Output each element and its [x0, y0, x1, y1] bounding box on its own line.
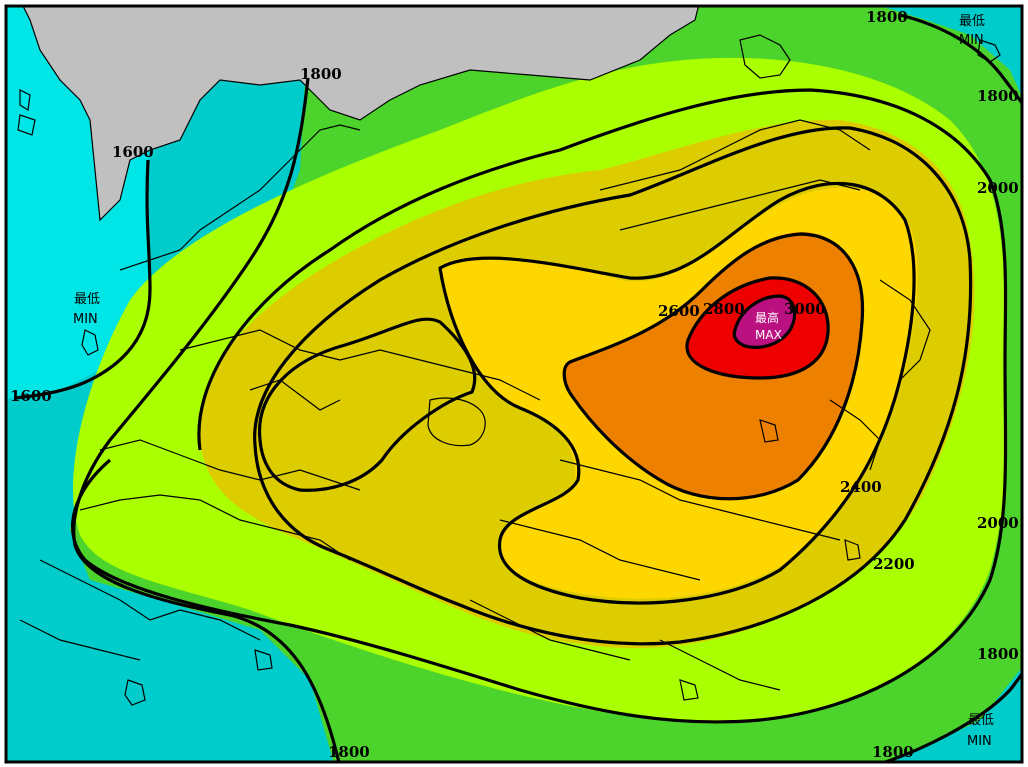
isoline-1800-ne	[899, 13, 1022, 106]
isoline-1600	[14, 159, 152, 400]
mainland-grey	[23, 6, 699, 220]
contour-label-2000-right-low: 2000	[977, 514, 1019, 532]
min-label-top-right-en: MIN	[959, 33, 984, 48]
coastlines	[17, 6, 1001, 706]
max-label: 最高 MAX	[755, 310, 782, 342]
contour-label-1600-top: 1600	[112, 143, 154, 161]
contour-label-1800-bottomright: 1800	[872, 743, 914, 761]
isoline-2200-lobe	[257, 317, 477, 492]
contour-label-2200: 2200	[873, 555, 915, 573]
isoline-1800-se	[880, 670, 1022, 762]
isoline-2800	[685, 276, 830, 380]
isoline-2200	[253, 126, 973, 646]
isoline-2000	[70, 88, 1008, 724]
min-label-bottom-right-zh: 最低	[968, 713, 994, 728]
max-label-zh: 最高	[755, 310, 779, 325]
min-label-left-zh: 最低	[74, 292, 100, 307]
min-label-left-en: MIN	[73, 312, 98, 327]
isolines	[14, 13, 1022, 762]
sea-top-right	[880, 6, 1022, 97]
contour-label-1800-right-low: 1800	[977, 645, 1019, 663]
min-label-bottom-right: 最低 MIN	[967, 713, 994, 749]
contour-labels: 1600 1600 1800 1800 1800 1800 1800 1800 …	[10, 8, 1019, 761]
isoline-3000	[732, 294, 797, 349]
contour-label-1600-left: 1600	[10, 387, 52, 405]
isoline-2400	[438, 181, 916, 605]
contour-label-2000-right: 2000	[977, 179, 1019, 197]
min-label-bottom-right-en: MIN	[967, 734, 992, 749]
contour-label-1800-top: 1800	[300, 65, 342, 83]
contour-label-1800-bottom: 1800	[328, 743, 370, 761]
contour-label-3000: 3000	[784, 300, 826, 318]
contour-label-1800-topright: 1800	[866, 8, 908, 26]
min-label-left: 最低 MIN	[73, 292, 100, 327]
contour-label-2400: 2400	[840, 478, 882, 496]
contour-label-2800: 2800	[703, 300, 745, 318]
max-label-en: MAX	[755, 328, 782, 342]
contour-label-2600: 2600	[658, 302, 700, 320]
isoline-2600	[562, 232, 865, 501]
min-label-top-right-zh: 最低	[959, 14, 985, 29]
sea-bottom-right	[884, 667, 1022, 762]
min-label-top-right: 最低 MIN	[959, 14, 985, 48]
map-border	[4, 4, 1024, 764]
contour-label-1800-right: 1800	[977, 87, 1019, 105]
